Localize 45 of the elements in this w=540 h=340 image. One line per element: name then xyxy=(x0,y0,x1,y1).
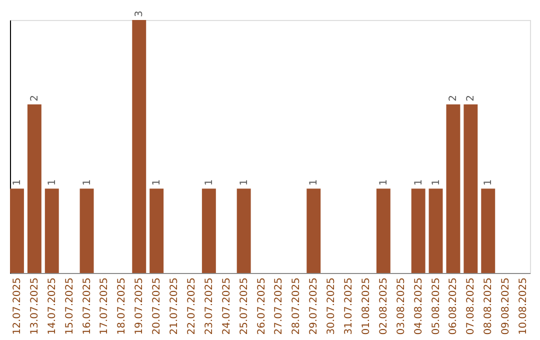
x-tick-label: 27.07.2025 xyxy=(274,278,285,335)
x-tick-label: 17.07.2025 xyxy=(99,278,110,335)
data-label: 1 xyxy=(12,179,23,186)
x-tick-label: 08.08.2025 xyxy=(483,278,494,335)
data-label: 1 xyxy=(483,179,494,186)
data-label: 1 xyxy=(46,179,58,186)
x-tick-label: 16.07.2025 xyxy=(82,278,93,335)
x-tick-label: 31.07.2025 xyxy=(344,278,355,335)
x-tick-label: 23.07.2025 xyxy=(204,278,215,335)
data-label: 1 xyxy=(204,179,215,186)
x-tick-label: 15.07.2025 xyxy=(64,278,76,335)
x-tick-label: 20.07.2025 xyxy=(152,278,163,335)
x-tick-label: 10.08.2025 xyxy=(518,278,530,335)
x-tick-label: 28.07.2025 xyxy=(291,278,302,335)
data-label: 1 xyxy=(82,179,93,186)
x-tick-label: 03.08.2025 xyxy=(396,278,407,335)
x-tick-label: 14.07.2025 xyxy=(46,278,58,335)
data-label: 3 xyxy=(134,10,146,17)
x-tick-label: 06.08.2025 xyxy=(448,278,460,335)
x-tick-label: 26.07.2025 xyxy=(256,278,268,335)
x-tick-label: 22.07.2025 xyxy=(186,278,198,335)
x-tick-label: 18.07.2025 xyxy=(116,278,128,335)
data-label: 1 xyxy=(152,179,163,186)
data-label: 2 xyxy=(448,94,460,102)
data-label: 2 xyxy=(29,94,40,102)
x-tick-label: 30.07.2025 xyxy=(326,278,338,335)
x-tick-label: 24.07.2025 xyxy=(221,278,232,335)
x-tick-label: 12.07.2025 xyxy=(12,278,23,335)
x-tick-label: 19.07.2025 xyxy=(134,278,146,335)
x-tick-label: 01.08.2025 xyxy=(360,278,372,335)
data-label: 1 xyxy=(238,179,250,186)
x-tick-label: 29.07.2025 xyxy=(308,278,320,335)
data-label: 2 xyxy=(466,94,477,102)
x-tick-label: 21.07.2025 xyxy=(169,278,180,335)
x-tick-label: 04.08.2025 xyxy=(413,278,424,335)
x-tick-label: 09.08.2025 xyxy=(500,278,512,335)
x-tick-label: 02.08.2025 xyxy=(378,278,390,335)
data-label: 1 xyxy=(413,179,424,186)
x-tick-label: 13.07.2025 xyxy=(29,278,40,335)
x-tick-label: 25.07.2025 xyxy=(238,278,250,335)
data-label: 1 xyxy=(430,179,442,186)
data-label: 1 xyxy=(378,179,390,186)
x-tick-label: 05.08.2025 xyxy=(430,278,442,335)
x-tick-label: 07.08.2025 xyxy=(466,278,477,335)
data-label: 1 xyxy=(308,179,320,186)
